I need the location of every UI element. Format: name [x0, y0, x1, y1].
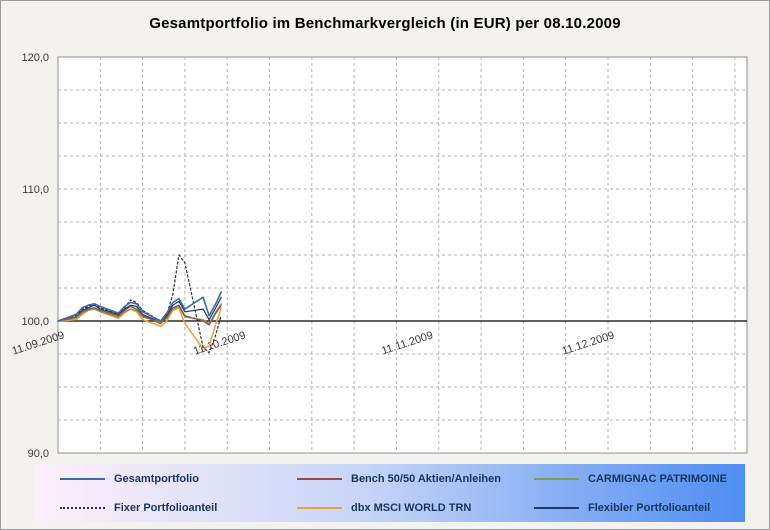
legend-line-sample-carmignac-patrimoine	[534, 477, 579, 480]
legend-item-bench-50-50: Bench 50/50 Aktien/Anleihen	[271, 473, 508, 485]
legend-label-bench-50-50: Bench 50/50 Aktien/Anleihen	[351, 472, 501, 485]
chart-title: Gesamtportfolio im Benchmarkvergleich (i…	[149, 15, 621, 32]
legend-item-carmignac-patrimoine: CARMIGNAC PATRIMOINE	[508, 473, 745, 485]
legend-line-sample-gesamtportfolio	[60, 477, 105, 480]
legend-label-carmignac-patrimoine: CARMIGNAC PATRIMOINE	[588, 472, 727, 485]
legend-line-sample-dbx-msci-world-trn	[297, 506, 342, 509]
svg-text:100,0: 100,0	[21, 316, 49, 328]
legend-line-sample-flexibler-portfolioanteil	[534, 506, 579, 509]
svg-text:120,0: 120,0	[21, 52, 49, 64]
svg-text:90,0: 90,0	[28, 448, 49, 460]
legend-line-sample-bench-50-50	[297, 477, 342, 480]
legend-item-dbx-msci-world-trn: dbx MSCI WORLD TRN	[271, 502, 508, 514]
legend-label-gesamtportfolio: Gesamtportfolio	[114, 472, 199, 485]
chart-legend: Gesamtportfolio Bench 50/50 Aktien/Anlei…	[34, 464, 745, 522]
legend-label-flexibler-portfolioanteil: Flexibler Portfolioanteil	[588, 501, 711, 514]
legend-label-fixer-portfolioanteil: Fixer Portfolioanteil	[114, 501, 218, 514]
legend-item-fixer-portfolioanteil: Fixer Portfolioanteil	[34, 502, 271, 514]
legend-label-dbx-msci-world-trn: dbx MSCI WORLD TRN	[351, 501, 472, 514]
svg-text:110,0: 110,0	[22, 184, 49, 196]
legend-item-gesamtportfolio: Gesamtportfolio	[34, 473, 271, 485]
legend-item-flexibler-portfolioanteil: Flexibler Portfolioanteil	[508, 502, 745, 514]
legend-line-sample-fixer-portfolioanteil	[60, 506, 105, 509]
